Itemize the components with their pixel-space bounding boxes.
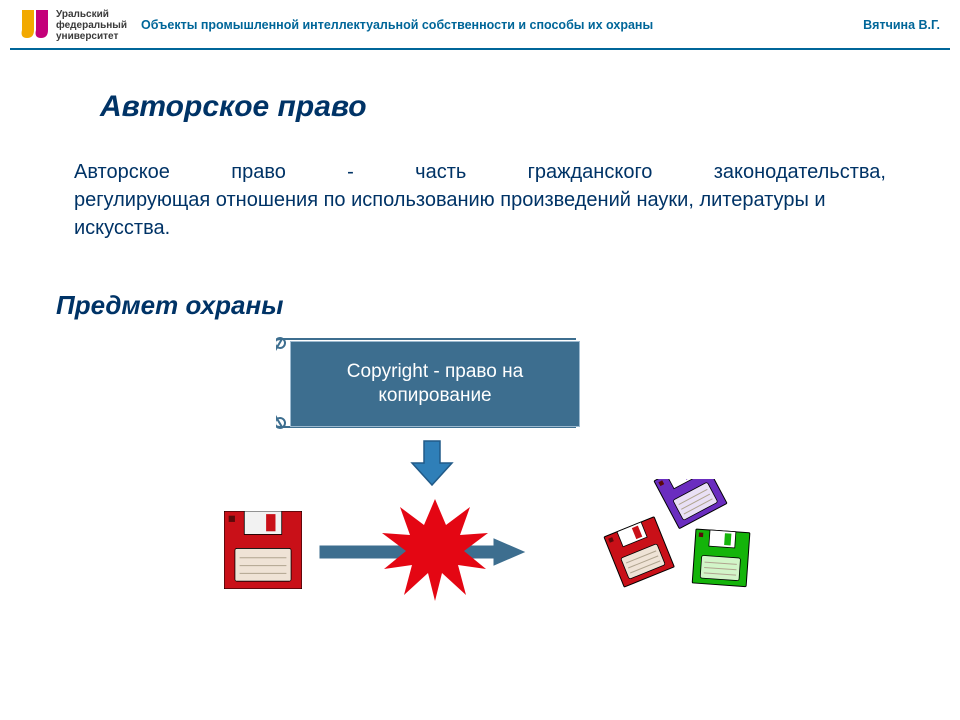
burst-icon bbox=[380, 495, 490, 605]
slide-title: Авторское право bbox=[100, 90, 890, 124]
def-word: Авторское bbox=[74, 158, 170, 186]
uni-line2: федеральный bbox=[56, 20, 127, 31]
header-author: Вятчина В.Г. bbox=[863, 8, 940, 32]
floppy-stack-icon bbox=[596, 479, 756, 619]
def-word: часть bbox=[415, 158, 466, 186]
uni-line3: университет bbox=[56, 31, 127, 42]
def-word: - bbox=[347, 158, 354, 186]
copyright-banner: Copyright - право на копирование bbox=[290, 341, 580, 427]
down-arrow-icon bbox=[410, 439, 454, 487]
slide-content: Авторское право Авторское право - часть … bbox=[0, 50, 960, 641]
subheading: Предмет охраны bbox=[56, 290, 890, 321]
definition-rest: регулирующая отношения по использованию … bbox=[74, 186, 886, 242]
floppy-icon bbox=[224, 511, 302, 589]
def-word: законодательства, bbox=[714, 158, 886, 186]
diagram: Copyright - право на копирование bbox=[100, 341, 860, 641]
logo-icon bbox=[20, 8, 50, 42]
university-logo: Уральский федеральный университет bbox=[20, 8, 127, 42]
definition-text: Авторское право - часть гражданского зак… bbox=[70, 158, 890, 242]
uni-line1: Уральский bbox=[56, 9, 127, 20]
header-title: Объекты промышленной интеллектуальной со… bbox=[141, 8, 849, 32]
def-word: гражданского bbox=[528, 158, 653, 186]
university-name: Уральский федеральный университет bbox=[56, 9, 127, 42]
definition-line1: Авторское право - часть гражданского зак… bbox=[74, 158, 886, 186]
def-word: право bbox=[231, 158, 286, 186]
banner-label: Copyright - право на копирование bbox=[290, 341, 580, 427]
slide-header: Уральский федеральный университет Объект… bbox=[0, 0, 960, 46]
